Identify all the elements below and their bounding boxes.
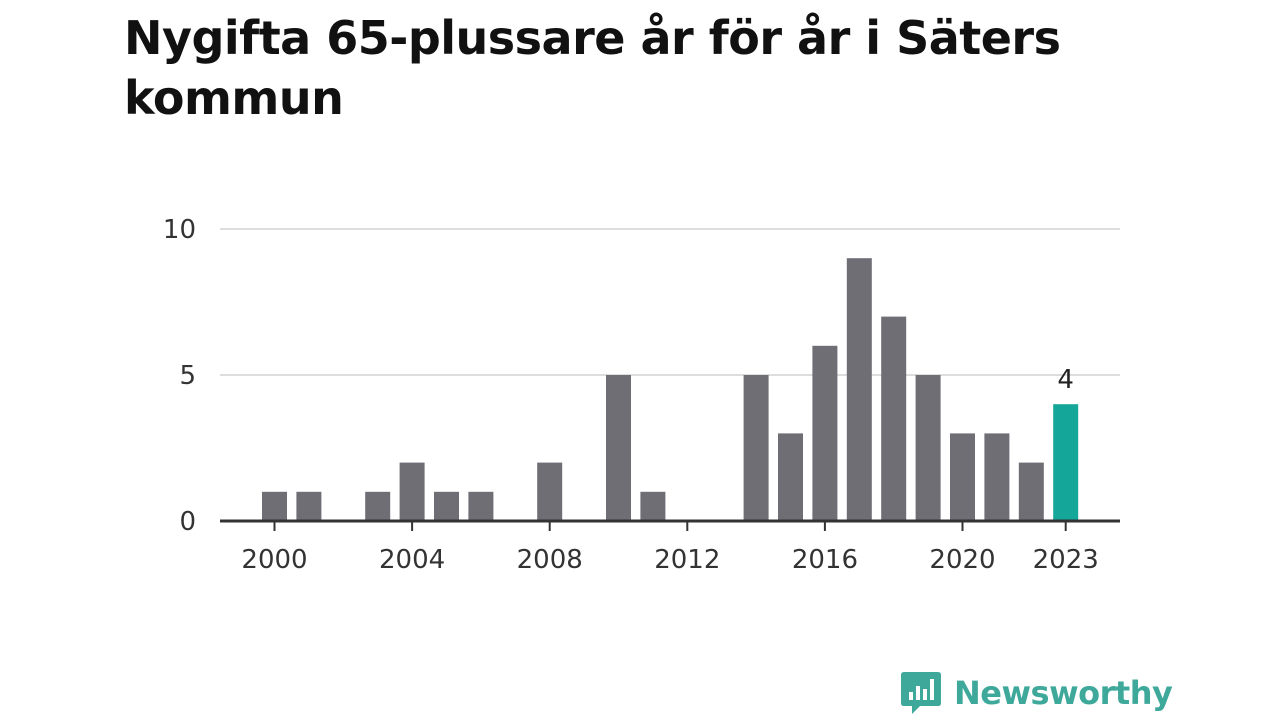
data-label-2023: 4 (1057, 365, 1074, 395)
bar-2020 (950, 433, 975, 521)
bar-2006 (468, 491, 494, 521)
x-tick-label: 2016 (792, 545, 858, 575)
bar-2011 (640, 491, 666, 521)
bar-2000 (262, 491, 287, 521)
bar-2014 (743, 375, 769, 521)
bar-2003 (365, 491, 391, 521)
bar-2019 (915, 375, 941, 521)
newsworthy-logo-text: Newsworthy (954, 674, 1173, 712)
bar-2017 (846, 258, 872, 521)
y-tick-label: 0 (179, 507, 196, 537)
y-tick-label: 10 (163, 215, 196, 245)
x-tick-label: 2023 (1033, 545, 1099, 575)
bar-2023 (1053, 404, 1079, 521)
x-tick-label: 2004 (379, 545, 445, 575)
bar-2004 (399, 462, 425, 521)
bar-2001 (296, 491, 322, 521)
y-axis-tick-labels: 0 5 10 (163, 215, 196, 537)
data-labels: 4 (1057, 365, 1074, 395)
gridlines (220, 228, 1120, 376)
x-tick-label: 2000 (241, 545, 307, 575)
x-tick-label: 2008 (517, 545, 583, 575)
bar-2008 (537, 462, 563, 521)
bar-chart: 0 5 10 2000 2004 2008 2012 2016 2020 2023 4 (163, 215, 1120, 575)
newsworthy-logo: Newsworthy (900, 670, 1173, 716)
bar-2016 (812, 345, 838, 521)
bar-2005 (434, 491, 459, 521)
x-tick-label: 2012 (654, 545, 720, 575)
y-tick-label: 5 (179, 361, 196, 391)
x-tick-label: 2020 (929, 545, 995, 575)
bar-2018 (881, 316, 907, 521)
bar-2015 (778, 433, 803, 521)
x-axis (220, 519, 1120, 531)
newsworthy-logo-icon (901, 672, 941, 714)
bar-2010 (606, 375, 631, 521)
bars (262, 258, 1079, 521)
x-axis-tick-labels: 2000 2004 2008 2012 2016 2020 2023 (241, 545, 1098, 575)
chart-title: Nygifta 65-plussare år för år i Säters k… (124, 11, 1061, 125)
bar-2021 (984, 433, 1010, 521)
bar-2022 (1018, 462, 1044, 521)
